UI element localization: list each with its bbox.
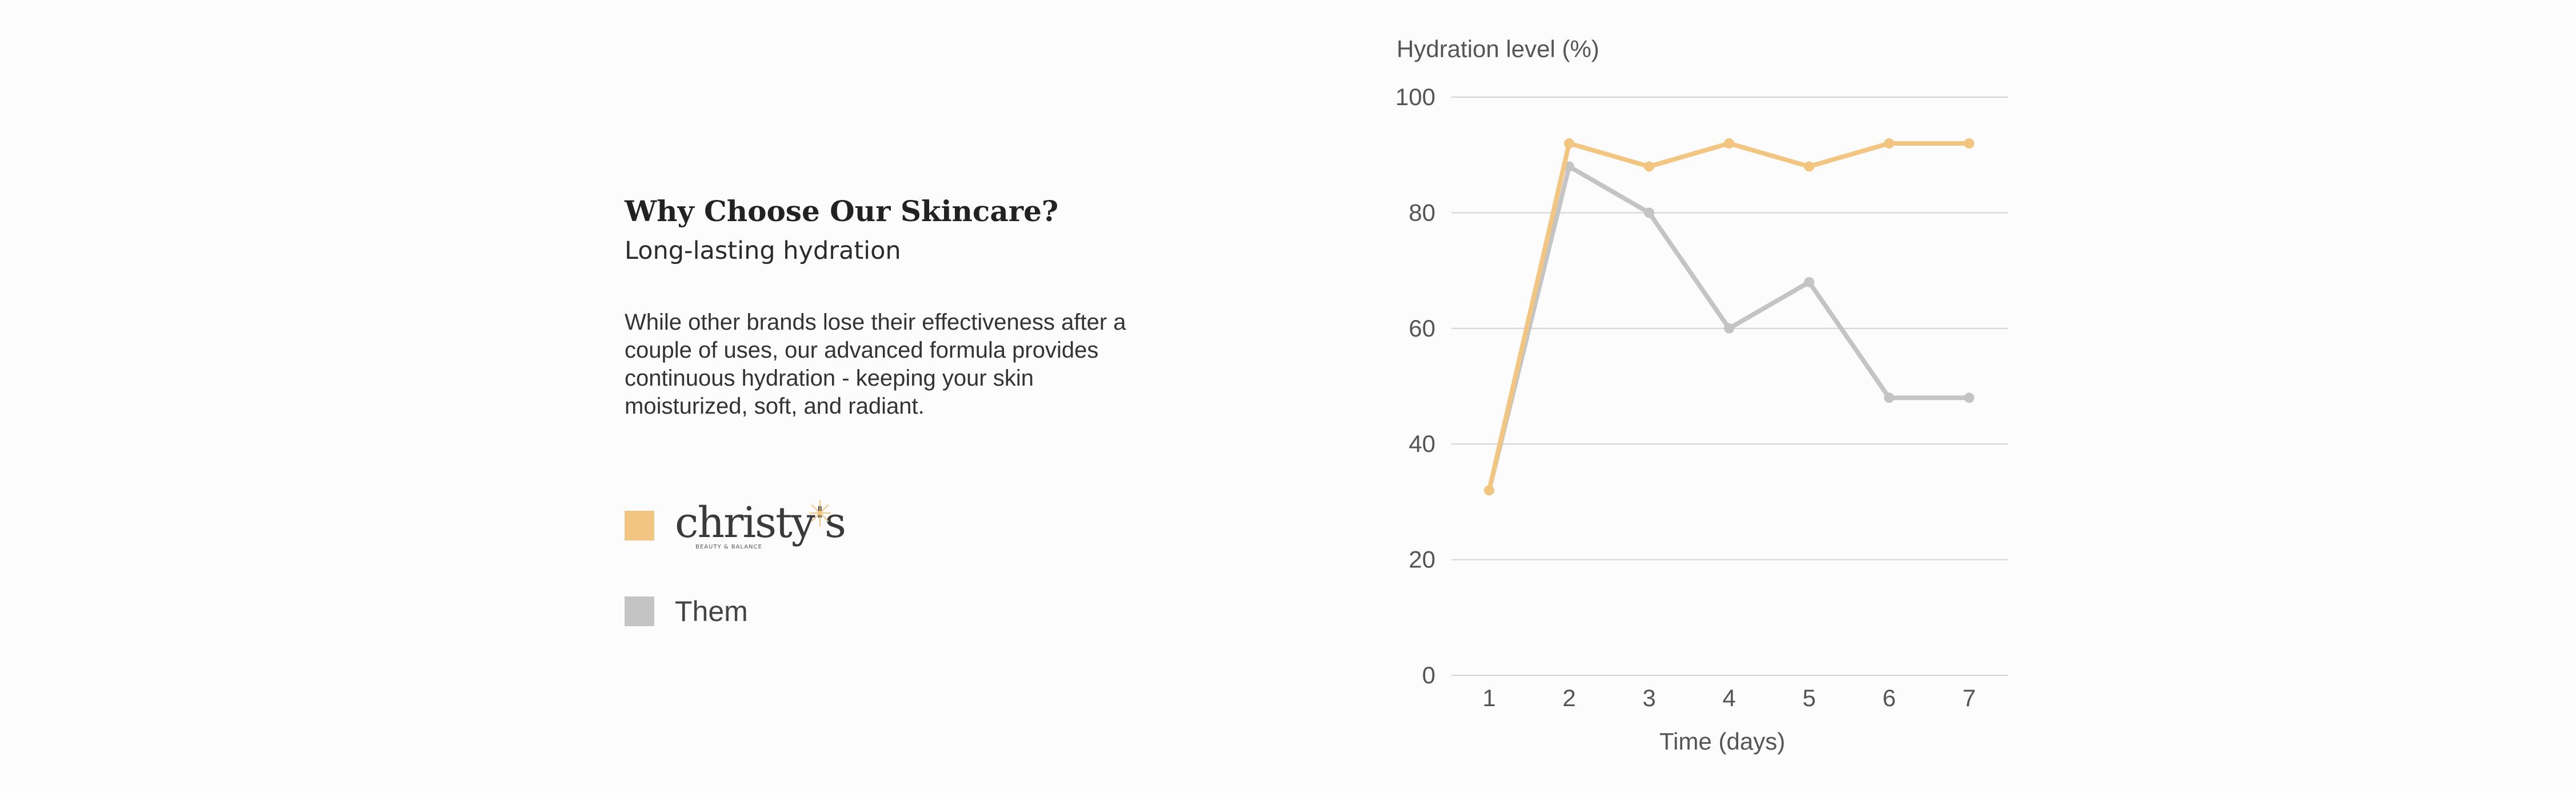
x-tick-label: 5 [1802, 684, 1815, 711]
data-point-them [1884, 393, 1894, 403]
data-point-brand [1644, 161, 1654, 172]
legend-label-them: Them [675, 595, 748, 627]
y-tick-label: 20 [1409, 546, 1435, 573]
subheadline: Long-lasting hydration [625, 237, 901, 265]
chart-legend: christy's BEAUTY & BALANCE Them [625, 497, 846, 640]
data-point-them [1964, 393, 1974, 403]
brand-wordmark: christy's [675, 498, 846, 547]
data-point-them [1804, 277, 1814, 287]
data-point-brand [1804, 161, 1814, 172]
grid-lines [1451, 97, 2008, 676]
x-tick-label: 3 [1642, 684, 1655, 711]
data-point-brand [1964, 138, 1974, 149]
y-tick-labels: 0 20 40 60 80 100 [1395, 83, 1435, 688]
x-axis-title: Time (days) [1659, 728, 1785, 755]
brand-tagline: BEAUTY & BALANCE [695, 544, 762, 550]
y-axis-title: Hydration level (%) [1397, 35, 1599, 62]
x-tick-label: 2 [1562, 684, 1575, 711]
y-tick-label: 60 [1409, 315, 1435, 342]
legend-swatch-them [625, 596, 654, 626]
x-tick-labels: 1 2 3 4 5 6 7 [1482, 684, 1975, 711]
x-tick-label: 6 [1882, 684, 1895, 711]
body-paragraph: While other brands lose their effectiven… [625, 309, 1126, 419]
x-tick-label: 4 [1722, 684, 1735, 711]
legend-swatch-brand [625, 511, 654, 540]
text-panel: Why Choose Our Skincare? Long-lasting hy… [625, 194, 1173, 420]
legend-item-them: Them [625, 583, 841, 640]
x-tick-label: 1 [1482, 684, 1495, 711]
series-brand [1484, 138, 1974, 496]
y-tick-label: 0 [1422, 662, 1435, 688]
sparkle-icon [809, 500, 831, 526]
series-layer [1484, 138, 1974, 496]
data-point-them [1644, 207, 1654, 218]
data-point-brand [1884, 138, 1894, 149]
y-tick-label: 40 [1409, 430, 1435, 457]
x-tick-label: 7 [1962, 684, 1975, 711]
y-tick-label: 80 [1409, 199, 1435, 226]
headline: Why Choose Our Skincare? [625, 194, 1059, 228]
brand-logo: christy's BEAUTY & BALANCE [675, 497, 846, 554]
legend-item-brand: christy's BEAUTY & BALANCE [625, 497, 846, 554]
y-tick-label: 100 [1395, 83, 1435, 110]
data-point-them [1724, 323, 1734, 334]
series-them [1484, 161, 1974, 496]
data-point-brand [1724, 138, 1734, 149]
data-point-brand [1564, 138, 1574, 149]
data-point-brand [1484, 485, 1494, 496]
